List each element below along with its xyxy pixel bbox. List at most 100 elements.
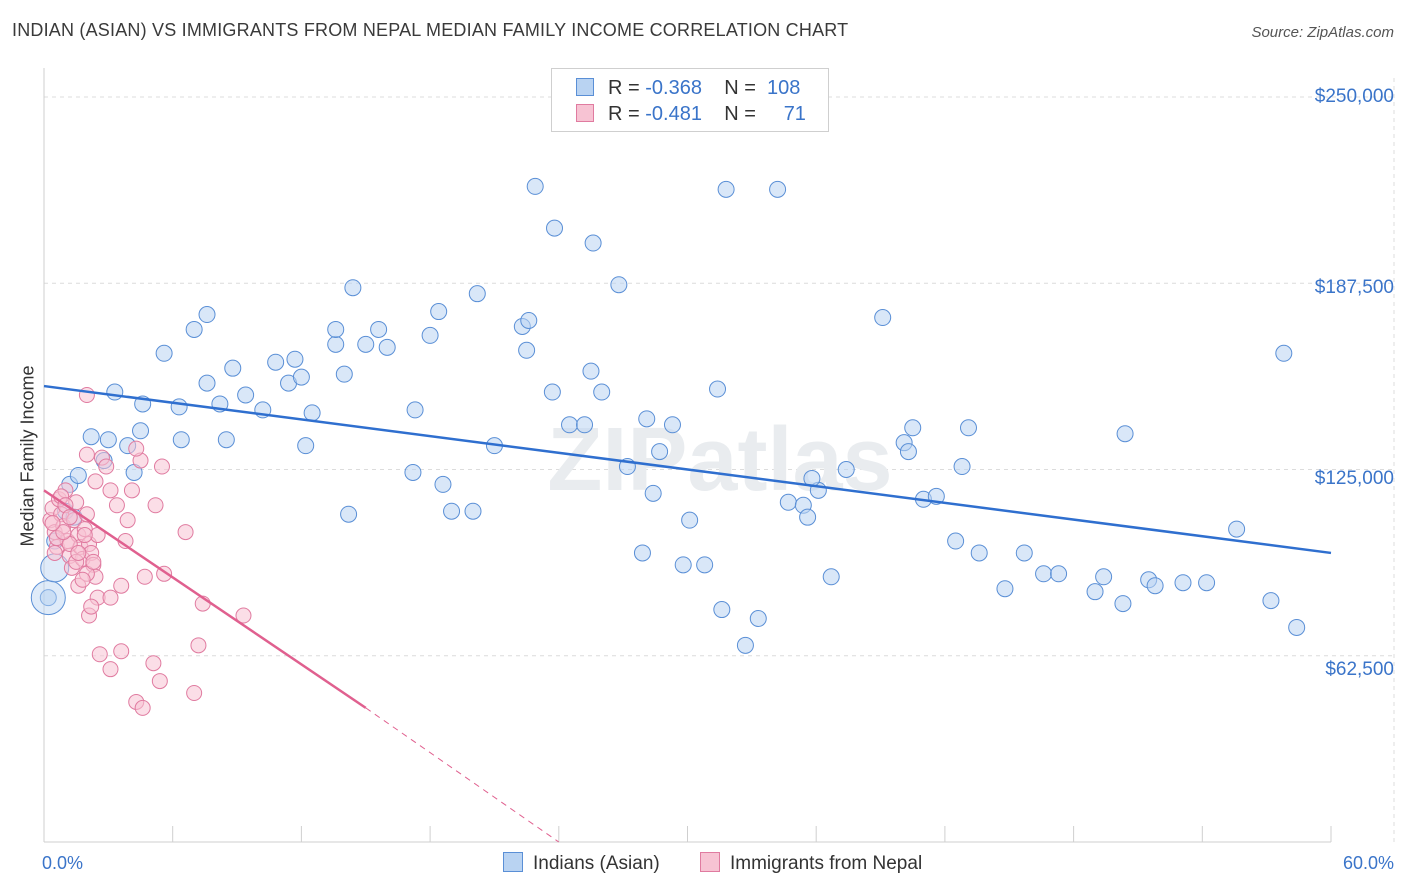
data-point (87, 473, 104, 490)
x-tick-label-left: 0.0% (42, 853, 84, 873)
data-point (91, 646, 108, 663)
data-point (674, 556, 692, 574)
y-tick-label: $125,000 (1314, 468, 1394, 489)
data-point (106, 383, 124, 401)
data-point (1228, 520, 1246, 538)
data-point (69, 466, 87, 484)
data-point (108, 497, 125, 514)
legend-n-label: N = (724, 77, 762, 99)
data-point (327, 335, 345, 353)
data-point (421, 326, 439, 344)
data-point (576, 416, 594, 434)
data-point (286, 350, 304, 368)
data-point (996, 580, 1014, 598)
trend-lines (43, 384, 1332, 843)
data-point (113, 643, 130, 660)
legend-n-value: 71 (783, 103, 806, 125)
data-point (235, 607, 252, 624)
bottom-legend-label: Immigrants from Nepal (730, 853, 923, 874)
data-point (177, 524, 194, 541)
legend-r-value: -0.368 (645, 77, 702, 99)
data-point (217, 431, 235, 449)
data-point (151, 673, 168, 690)
data-point (518, 341, 536, 359)
data-point (526, 177, 544, 195)
data-point (303, 404, 321, 422)
data-point (1116, 425, 1134, 443)
chart-title: INDIAN (ASIAN) VS IMMIGRANTS FROM NEPAL … (12, 20, 849, 40)
y-tick-label: $187,500 (1314, 277, 1394, 298)
legend-n-value: 108 (767, 77, 801, 99)
data-point (123, 482, 140, 499)
data-point (953, 458, 971, 476)
data-point (837, 461, 855, 478)
data-point (769, 180, 787, 198)
data-point (1035, 565, 1053, 583)
data-point (297, 437, 315, 455)
data-point (1262, 592, 1280, 610)
data-point (74, 571, 91, 588)
data-point (904, 419, 922, 437)
data-point (543, 383, 561, 401)
data-point (663, 416, 681, 434)
data-point (98, 458, 115, 475)
data-point (327, 320, 345, 338)
data-point (185, 320, 203, 338)
data-point-large (30, 580, 66, 616)
data-point (1114, 595, 1132, 613)
data-point (546, 219, 564, 237)
data-point (434, 475, 452, 493)
data-point (713, 601, 731, 619)
data-point (378, 338, 396, 356)
data-point (520, 312, 538, 329)
data-point (1086, 583, 1104, 601)
data-point (464, 502, 482, 520)
data-point (404, 463, 422, 481)
data-point (147, 497, 164, 514)
data-point (370, 320, 388, 338)
data-point (78, 446, 95, 463)
data-point (190, 637, 207, 654)
data-point (749, 610, 767, 627)
data-point (198, 374, 216, 392)
data-point (709, 380, 727, 398)
data-point (1050, 565, 1068, 583)
data-point (172, 431, 190, 449)
y-tick-label: $62,500 (1325, 659, 1394, 680)
data-point (267, 353, 285, 371)
data-point (119, 512, 136, 529)
data-point (1198, 574, 1216, 592)
data-point (39, 589, 57, 607)
data-point (593, 383, 611, 401)
y-axis-label: Median Family Income (17, 365, 38, 547)
data-point (717, 180, 735, 198)
data-point (102, 589, 119, 606)
data-point (822, 568, 840, 586)
data-point (1275, 344, 1293, 362)
data-point (1146, 577, 1164, 595)
bottom-legend-nepal: Immigrants from Nepal (700, 852, 922, 875)
bottom-legend-swatch-nepal (700, 852, 720, 872)
data-point (1015, 544, 1033, 562)
data-point (70, 544, 87, 561)
data-point (136, 568, 153, 585)
data-point (899, 443, 917, 461)
data-point (644, 484, 662, 502)
data-point (430, 303, 448, 321)
data-point (186, 685, 203, 701)
data-point (292, 368, 310, 386)
data-point (132, 422, 150, 440)
data-point (970, 544, 988, 562)
data-point (128, 440, 145, 457)
x-tick-label-right: 60.0% (1342, 853, 1394, 873)
data-point (874, 309, 892, 327)
data-point (584, 234, 602, 252)
source-credit: Source: ZipAtlas.com (1251, 24, 1394, 41)
legend-r-value: -0.481 (645, 103, 702, 125)
data-point (651, 443, 669, 461)
data-point (696, 556, 714, 574)
axes (43, 68, 1332, 843)
data-point (82, 428, 100, 446)
data-point (779, 493, 797, 511)
